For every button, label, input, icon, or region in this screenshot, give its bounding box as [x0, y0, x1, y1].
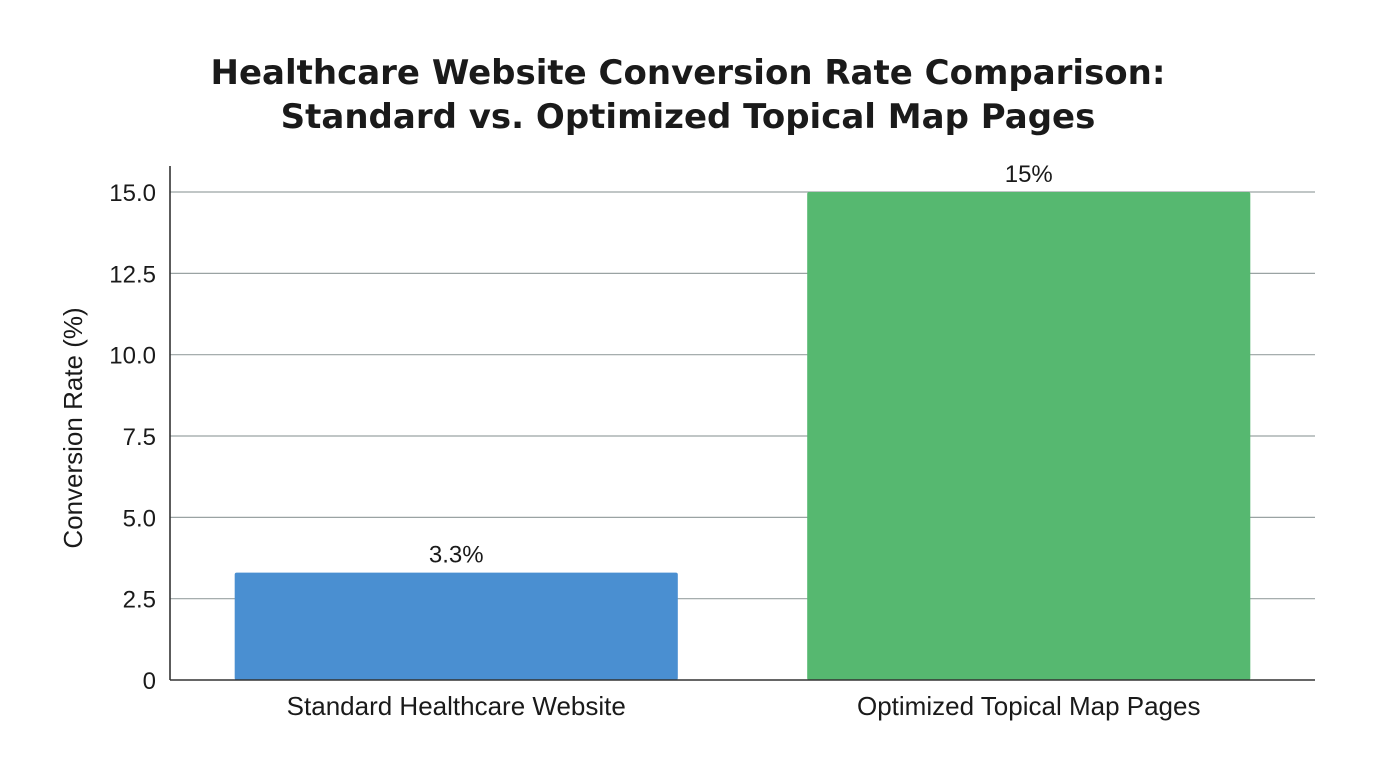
data-labels: 3.3% 15%: [429, 161, 1053, 569]
y-tick-label: 5.0: [123, 505, 156, 532]
y-tick-label: 10.0: [109, 343, 156, 370]
y-tick-label: 2.5: [123, 587, 156, 614]
bars: [234, 192, 1251, 680]
x-category-label: Standard Healthcare Website: [287, 691, 626, 721]
chart-title-line-1: Healthcare Website Conversion Rate Compa…: [211, 53, 1166, 93]
chart-title: Healthcare Website Conversion Rate Compa…: [211, 53, 1166, 137]
x-category-labels: Standard Healthcare Website Optimized Top…: [287, 691, 1201, 721]
chart-title-line-2: Standard vs. Optimized Topical Map Pages: [281, 97, 1096, 137]
y-tick-label: 12.5: [109, 261, 156, 288]
axes: [169, 166, 1315, 681]
bar: [807, 192, 1251, 680]
y-tick-label: 0: [143, 668, 156, 695]
y-tick-labels: 0 2.5 5.0 7.5 10.0 12.5 15.0: [109, 180, 156, 695]
y-tick-label: 15.0: [109, 180, 156, 207]
y-tick-label: 7.5: [123, 424, 156, 451]
x-category-label: Optimized Topical Map Pages: [857, 691, 1200, 721]
y-axis-label: Conversion Rate (%): [58, 307, 88, 548]
bar-value-label: 15%: [1005, 161, 1053, 188]
bar-value-label: 3.3%: [429, 542, 484, 569]
bar: [234, 572, 678, 680]
